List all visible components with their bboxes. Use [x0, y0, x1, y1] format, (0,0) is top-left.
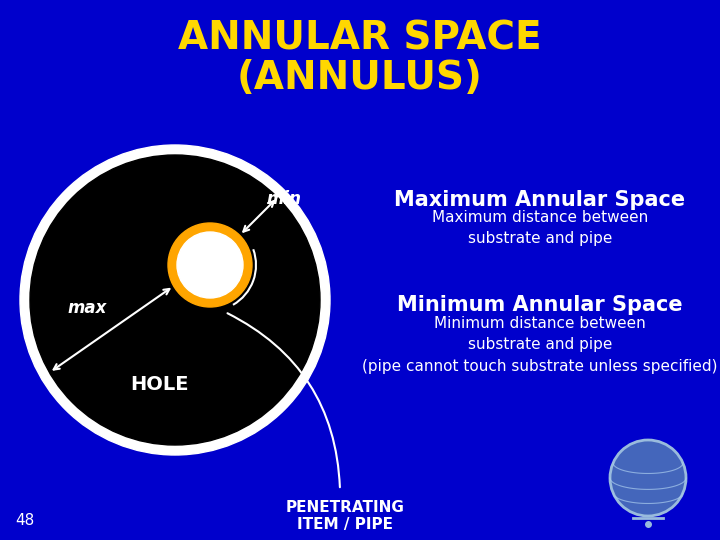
Text: ANNULAR SPACE: ANNULAR SPACE [178, 19, 542, 57]
Text: max: max [67, 299, 107, 317]
Text: 48: 48 [15, 513, 35, 528]
Text: Minimum distance between
substrate and pipe
(pipe cannot touch substrate unless : Minimum distance between substrate and p… [362, 316, 718, 374]
Text: Minimum Annular Space: Minimum Annular Space [397, 295, 683, 315]
Circle shape [610, 440, 686, 516]
Circle shape [177, 232, 243, 298]
Text: min: min [266, 191, 302, 208]
Circle shape [30, 155, 320, 445]
Text: Maximum distance between
substrate and pipe: Maximum distance between substrate and p… [432, 210, 648, 246]
Text: Maximum Annular Space: Maximum Annular Space [395, 190, 685, 210]
Text: (ANNULUS): (ANNULUS) [237, 59, 483, 97]
Circle shape [168, 223, 252, 307]
Circle shape [20, 145, 330, 455]
Text: HOLE: HOLE [131, 375, 189, 395]
Text: PENETRATING
ITEM / PIPE: PENETRATING ITEM / PIPE [286, 500, 405, 532]
